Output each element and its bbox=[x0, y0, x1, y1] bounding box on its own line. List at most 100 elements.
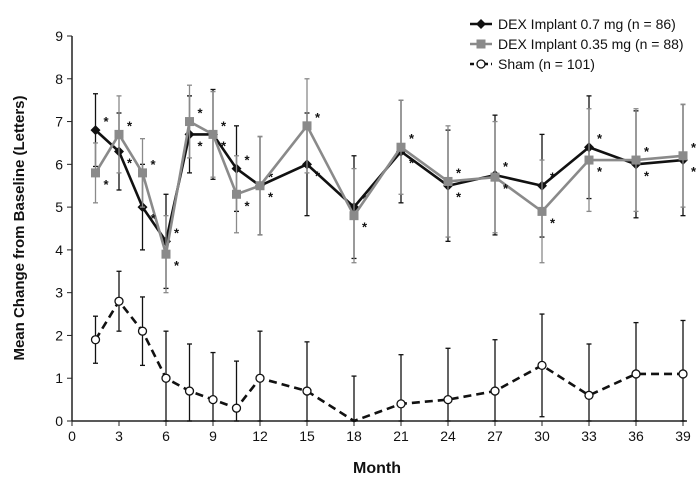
series-0: * * * * * * * * * * * * * * * * * bbox=[90, 88, 697, 290]
significance-asterisk: * bbox=[268, 170, 274, 185]
y-tick-label: 9 bbox=[55, 28, 63, 44]
significance-asterisk: * bbox=[104, 177, 110, 192]
x-tick-label: 18 bbox=[346, 428, 362, 444]
significance-asterisk: * bbox=[315, 110, 321, 125]
data-point bbox=[631, 369, 641, 379]
data-point bbox=[584, 155, 594, 165]
legend-label: DEX Implant 0.7 mg (n = 86) bbox=[498, 16, 676, 32]
data-point bbox=[184, 386, 195, 396]
x-tick-label: 3 bbox=[115, 428, 123, 444]
significance-asterisk: * bbox=[644, 144, 650, 159]
data-point bbox=[443, 394, 453, 405]
significance-asterisk: * bbox=[221, 118, 227, 133]
series-line bbox=[94, 298, 683, 423]
significance-asterisk: * bbox=[409, 131, 415, 146]
significance-asterisk: * bbox=[503, 181, 509, 196]
significance-asterisk: * bbox=[550, 215, 556, 230]
x-tick-label: 33 bbox=[581, 428, 597, 444]
data-point bbox=[396, 142, 406, 152]
y-tick-label: 6 bbox=[55, 156, 63, 172]
y-tick-label: 3 bbox=[55, 285, 63, 301]
significance-asterisk: * bbox=[691, 164, 697, 179]
significance-asterisk: * bbox=[221, 138, 227, 153]
significance-asterisk: * bbox=[104, 114, 110, 129]
significance-asterisk: * bbox=[456, 165, 462, 180]
x-tick-label: 30 bbox=[534, 428, 550, 444]
significance-asterisk: * bbox=[644, 168, 650, 183]
legend-marker bbox=[476, 39, 486, 49]
significance-asterisk: * bbox=[174, 225, 180, 240]
data-point bbox=[232, 189, 241, 199]
x-tick-label: 6 bbox=[162, 428, 170, 444]
significance-asterisk: * bbox=[174, 258, 180, 273]
significance-asterisk: * bbox=[268, 190, 274, 205]
y-tick-label: 2 bbox=[55, 327, 63, 343]
data-point bbox=[91, 168, 100, 178]
x-tick-label: 12 bbox=[252, 428, 268, 444]
data-point bbox=[90, 335, 101, 345]
series-2 bbox=[90, 270, 688, 423]
significance-asterisk: * bbox=[151, 211, 157, 226]
data-point bbox=[255, 373, 265, 383]
data-point bbox=[231, 403, 242, 413]
x-tick-label: 39 bbox=[675, 428, 691, 444]
data-point bbox=[208, 394, 218, 405]
significance-asterisk: * bbox=[503, 159, 509, 174]
data-point bbox=[302, 386, 312, 396]
significance-asterisk: * bbox=[409, 156, 415, 171]
significance-asterisk: * bbox=[245, 198, 251, 213]
x-tick-label: 0 bbox=[68, 428, 76, 444]
data-point bbox=[114, 129, 124, 139]
data-point bbox=[302, 121, 312, 131]
significance-asterisk: * bbox=[597, 164, 603, 179]
data-point bbox=[161, 249, 171, 259]
legend-marker bbox=[476, 59, 486, 69]
series-line bbox=[94, 129, 684, 245]
x-axis-label: Month bbox=[353, 460, 401, 477]
data-point bbox=[255, 181, 265, 191]
data-point bbox=[137, 326, 148, 336]
data-point bbox=[349, 211, 359, 221]
significance-asterisk: * bbox=[550, 170, 556, 185]
significance-asterisk: * bbox=[315, 168, 321, 183]
x-tick-label: 27 bbox=[487, 428, 503, 444]
data-point bbox=[584, 390, 594, 400]
significance-asterisk: * bbox=[127, 156, 133, 171]
significance-asterisk: * bbox=[198, 106, 204, 121]
y-tick-label: 4 bbox=[55, 242, 63, 258]
series-line bbox=[94, 119, 684, 255]
significance-asterisk: * bbox=[597, 131, 603, 146]
y-tick-label: 0 bbox=[55, 413, 63, 429]
y-tick-label: 5 bbox=[55, 199, 63, 215]
legend-label: DEX Implant 0.35 mg (n = 88) bbox=[498, 36, 684, 52]
data-point bbox=[90, 125, 101, 136]
x-tick-label: 24 bbox=[440, 428, 456, 444]
significance-asterisk: * bbox=[362, 220, 368, 235]
significance-asterisk: * bbox=[198, 138, 204, 153]
x-tick-label: 9 bbox=[209, 428, 217, 444]
series-1: * * * * * * * * * * * * * * * * * bbox=[91, 78, 697, 294]
x-tick-label: 36 bbox=[628, 428, 644, 444]
y-tick-label: 8 bbox=[55, 71, 63, 87]
data-point bbox=[161, 373, 171, 383]
data-point bbox=[490, 386, 500, 396]
data-point bbox=[678, 369, 688, 379]
x-tick-label: 21 bbox=[393, 428, 409, 444]
data-point bbox=[208, 129, 218, 139]
significance-asterisk: * bbox=[245, 153, 251, 168]
legend-label: Sham (n = 101) bbox=[498, 56, 595, 72]
data-point bbox=[490, 172, 500, 182]
legend-marker bbox=[476, 19, 486, 29]
significance-asterisk: * bbox=[691, 140, 697, 155]
data-point bbox=[537, 206, 547, 216]
data-point bbox=[678, 151, 688, 161]
data-point bbox=[537, 360, 547, 371]
y-axis-label: Mean Change from Baseline (Letters) bbox=[11, 95, 28, 360]
y-tick-label: 7 bbox=[55, 114, 63, 130]
data-point bbox=[114, 296, 124, 306]
y-tick-label: 1 bbox=[55, 370, 63, 386]
data-point bbox=[138, 168, 147, 178]
data-point bbox=[443, 176, 453, 186]
